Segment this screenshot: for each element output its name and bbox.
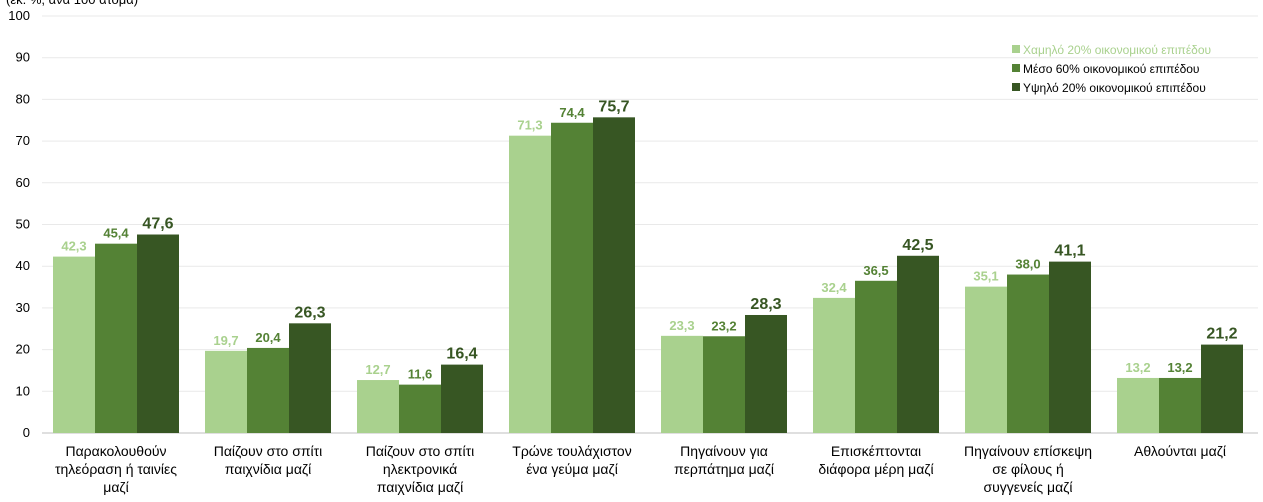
legend-label: Υψηλό 20% οικονομικού επιπέδου bbox=[1023, 81, 1206, 95]
bar bbox=[1007, 274, 1049, 433]
data-label: 26,3 bbox=[294, 304, 325, 321]
data-label: 16,4 bbox=[446, 346, 477, 363]
bar bbox=[137, 234, 179, 433]
bar bbox=[289, 323, 331, 433]
category-label: ένα γεύμα μαζί bbox=[526, 461, 618, 477]
data-label: 47,6 bbox=[142, 216, 173, 233]
category-label: τηλεόραση ή ταινίες bbox=[55, 461, 177, 477]
data-label: 23,3 bbox=[669, 318, 694, 333]
data-label: 23,2 bbox=[711, 318, 736, 333]
bar bbox=[1117, 377, 1159, 433]
legend-label: Χαμηλό 20% οικονομικού επιπέδου bbox=[1023, 43, 1211, 57]
bar bbox=[53, 256, 95, 433]
y-tick-label: 40 bbox=[16, 258, 30, 273]
bar bbox=[593, 117, 635, 434]
y-tick-label: 60 bbox=[16, 175, 30, 190]
category-label: παιχνίδια μαζί bbox=[377, 479, 463, 495]
data-label: 42,5 bbox=[902, 237, 933, 254]
category-label: Τρώνε τουλάχιστον bbox=[512, 443, 631, 459]
category-label: Παίζουν στο σπίτι bbox=[214, 443, 323, 459]
bar bbox=[745, 314, 787, 433]
data-label: 28,3 bbox=[750, 296, 781, 313]
category-label: συγγενείς μαζί bbox=[984, 479, 1073, 495]
data-label: 35,1 bbox=[973, 269, 998, 284]
y-tick-label: 10 bbox=[16, 383, 30, 398]
bar bbox=[965, 286, 1007, 433]
bar bbox=[205, 350, 247, 433]
data-label: 38,0 bbox=[1015, 257, 1040, 272]
data-label: 71,3 bbox=[517, 118, 542, 133]
data-label: 12,7 bbox=[365, 362, 390, 377]
category-label: Παίζουν στο σπίτι bbox=[366, 443, 475, 459]
bar bbox=[661, 335, 703, 433]
bar bbox=[1159, 377, 1201, 433]
category-label: ηλεκτρονικά bbox=[383, 461, 457, 477]
bar bbox=[399, 384, 441, 433]
y-tick-label: 30 bbox=[16, 300, 30, 315]
bar bbox=[357, 380, 399, 433]
category-label: Αθλούνται μαζί bbox=[1134, 443, 1226, 459]
bar bbox=[703, 336, 745, 433]
legend-swatch bbox=[1012, 64, 1020, 72]
category-label: παιχνίδια μαζί bbox=[225, 461, 311, 477]
bar bbox=[813, 297, 855, 433]
y-tick-label: 50 bbox=[16, 217, 30, 232]
y-tick-label: 70 bbox=[16, 133, 30, 148]
data-label: 45,4 bbox=[103, 226, 129, 241]
y-tick-label: 90 bbox=[16, 50, 30, 65]
legend-swatch bbox=[1012, 45, 1020, 53]
data-label: 13,2 bbox=[1125, 360, 1150, 375]
data-label: 36,5 bbox=[863, 263, 888, 278]
bar bbox=[95, 243, 137, 433]
data-label: 32,4 bbox=[821, 280, 847, 295]
y-tick-label: 0 bbox=[23, 425, 30, 440]
data-label: 21,2 bbox=[1206, 326, 1237, 343]
category-label: μαζί bbox=[103, 479, 128, 495]
data-label: 74,4 bbox=[559, 105, 585, 120]
data-label: 13,2 bbox=[1167, 360, 1192, 375]
data-label: 20,4 bbox=[255, 330, 281, 345]
bar bbox=[509, 135, 551, 433]
category-label: διάφορα μέρη μαζί bbox=[818, 461, 933, 477]
y-tick-label: 20 bbox=[16, 342, 30, 357]
data-label: 11,6 bbox=[408, 367, 433, 382]
bar bbox=[897, 255, 939, 433]
data-label: 19,7 bbox=[213, 333, 238, 348]
data-label: 75,7 bbox=[598, 98, 629, 115]
chart-title: (εκ. %, ανά 100 άτομα) bbox=[6, 0, 138, 7]
bar bbox=[551, 122, 593, 433]
data-label: 42,3 bbox=[61, 239, 86, 254]
y-tick-label: 80 bbox=[16, 91, 30, 106]
y-tick-label: 100 bbox=[8, 8, 30, 23]
category-label: σε φίλους ή bbox=[992, 461, 1064, 477]
legend-swatch bbox=[1012, 83, 1020, 91]
category-label: περπάτημα μαζί bbox=[674, 461, 774, 477]
category-label: Επισκέπτονται bbox=[831, 443, 921, 459]
bar bbox=[855, 280, 897, 433]
bar bbox=[441, 364, 483, 433]
legend-label: Μέσο 60% οικονομικού επιπέδου bbox=[1023, 62, 1200, 76]
category-label: Πηγαίνουν για bbox=[680, 443, 768, 459]
bar bbox=[247, 347, 289, 433]
bar bbox=[1049, 261, 1091, 433]
bar bbox=[1201, 344, 1243, 433]
category-label: Πηγαίνουν επίσκεψη bbox=[964, 443, 1092, 459]
data-label: 41,1 bbox=[1054, 243, 1085, 260]
category-label: Παρακολουθούν bbox=[65, 443, 166, 459]
